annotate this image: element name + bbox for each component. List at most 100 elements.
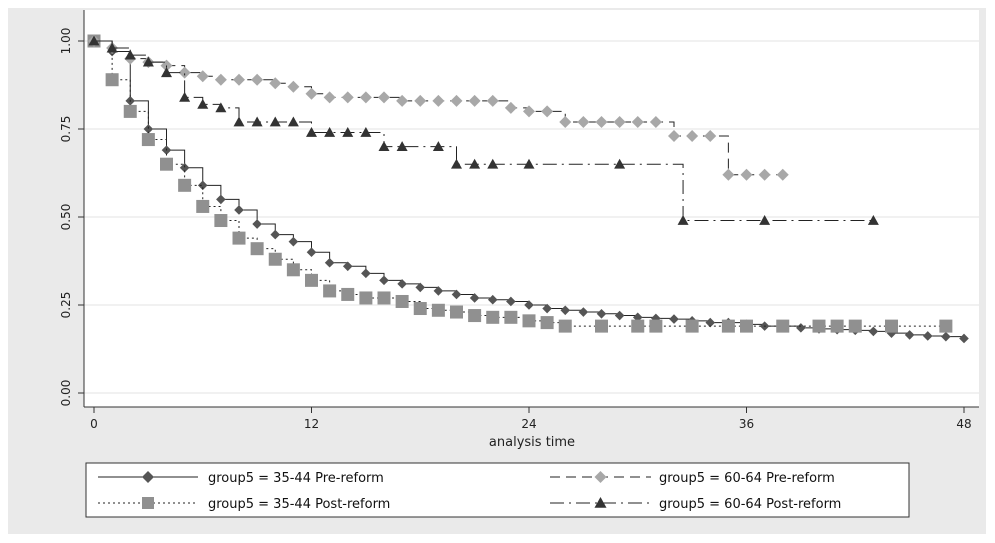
data-point bbox=[614, 158, 626, 169]
data-point bbox=[361, 268, 371, 279]
data-point bbox=[252, 219, 262, 229]
data-point bbox=[941, 331, 951, 342]
data-point bbox=[268, 252, 282, 266]
data-point bbox=[196, 199, 210, 213]
data-point bbox=[214, 73, 227, 86]
data-point bbox=[649, 115, 662, 128]
data-point bbox=[922, 331, 933, 341]
data-point bbox=[232, 231, 246, 245]
data-point bbox=[487, 158, 499, 169]
data-point bbox=[432, 94, 445, 107]
data-point bbox=[214, 214, 228, 228]
legend-item: group5 = 60-64 Post-reform bbox=[550, 497, 841, 512]
data-point bbox=[469, 293, 480, 303]
data-point bbox=[251, 116, 263, 127]
data-point bbox=[396, 141, 408, 151]
data-point bbox=[705, 317, 716, 328]
survival-chart: 0.00 0.25 0.50 0.75 1.00 0 12 24 36 48 analysis t… bbox=[59, 10, 979, 518]
data-point bbox=[504, 310, 518, 324]
data-point bbox=[886, 328, 897, 338]
data-point bbox=[776, 168, 789, 181]
data-point bbox=[324, 127, 336, 137]
data-point bbox=[378, 91, 390, 104]
data-point bbox=[269, 116, 281, 127]
data-point bbox=[759, 215, 771, 225]
data-point bbox=[904, 330, 915, 340]
data-point bbox=[721, 319, 735, 333]
data-point bbox=[450, 94, 463, 107]
grid-lines bbox=[84, 40, 979, 394]
data-point bbox=[378, 141, 390, 151]
data-point bbox=[560, 305, 571, 316]
legend-label: group5 = 35-44 Pre-reform bbox=[208, 471, 384, 486]
legend: group5 = 35-44 Pre-reform group5 = 35-44 … bbox=[85, 462, 910, 518]
data-point bbox=[469, 158, 481, 169]
data-point bbox=[179, 91, 191, 102]
data-point bbox=[486, 310, 500, 324]
data-point bbox=[359, 291, 373, 305]
x-tick-label: 36 bbox=[739, 417, 754, 431]
data-point bbox=[614, 310, 625, 321]
data-point bbox=[758, 168, 771, 181]
data-point bbox=[451, 158, 462, 169]
data-point bbox=[558, 319, 572, 333]
data-point bbox=[594, 497, 607, 508]
data-point bbox=[305, 87, 318, 100]
data-point bbox=[504, 101, 517, 114]
data-point bbox=[740, 319, 753, 333]
data-point bbox=[179, 162, 190, 173]
data-point bbox=[541, 105, 554, 118]
data-point bbox=[324, 257, 335, 268]
data-point bbox=[288, 236, 299, 247]
data-point bbox=[306, 247, 317, 257]
data-point bbox=[704, 130, 717, 143]
legend-box bbox=[85, 462, 910, 518]
legend-label: group5 = 60-64 Post-reform bbox=[659, 497, 841, 512]
data-point bbox=[379, 275, 389, 286]
data-point bbox=[523, 105, 535, 118]
chart-background: 0.00 0.25 0.50 0.75 1.00 0 12 24 36 48 analysis t… bbox=[8, 8, 986, 534]
data-point bbox=[722, 168, 735, 181]
y-tick-label: 0.00 bbox=[59, 380, 73, 407]
data-point bbox=[776, 319, 790, 333]
series-1 bbox=[87, 34, 953, 333]
axis-ticks: 0.00 0.25 0.50 0.75 1.00 0 12 24 36 48 bbox=[59, 28, 972, 431]
y-tick-label: 1.00 bbox=[59, 28, 73, 55]
data-point bbox=[596, 309, 607, 319]
data-point bbox=[433, 286, 444, 296]
data-point bbox=[677, 215, 689, 225]
data-point bbox=[578, 307, 589, 317]
data-point bbox=[341, 287, 355, 301]
data-point bbox=[197, 180, 208, 191]
data-point bbox=[377, 291, 391, 305]
data-point bbox=[524, 300, 534, 310]
data-point bbox=[649, 319, 663, 333]
data-point bbox=[160, 157, 173, 171]
data-point bbox=[669, 314, 679, 324]
legend-item: group5 = 35-44 Post-reform bbox=[98, 497, 390, 512]
data-point bbox=[360, 127, 372, 137]
data-point bbox=[523, 158, 535, 169]
data-point bbox=[287, 80, 300, 93]
data-point bbox=[450, 305, 463, 319]
data-point bbox=[595, 319, 608, 333]
x-tick-label: 48 bbox=[956, 417, 971, 431]
data-point bbox=[250, 242, 264, 256]
data-point bbox=[216, 194, 226, 205]
data-point bbox=[540, 316, 554, 330]
data-point bbox=[215, 102, 227, 113]
data-point bbox=[142, 471, 154, 483]
series-3 bbox=[88, 35, 879, 225]
data-point bbox=[233, 73, 245, 86]
data-point bbox=[234, 205, 244, 215]
x-tick-label: 0 bbox=[90, 417, 98, 431]
data-point bbox=[123, 104, 137, 118]
data-point bbox=[142, 56, 154, 67]
legend-label: group5 = 60-64 Pre-reform bbox=[659, 471, 835, 486]
data-point bbox=[415, 282, 426, 293]
legend-item: group5 = 60-64 Pre-reform bbox=[550, 471, 835, 486]
data-point bbox=[323, 284, 337, 298]
legend-item: group5 = 35-44 Pre-reform bbox=[98, 471, 384, 486]
data-point bbox=[287, 116, 299, 127]
data-point bbox=[270, 229, 281, 240]
